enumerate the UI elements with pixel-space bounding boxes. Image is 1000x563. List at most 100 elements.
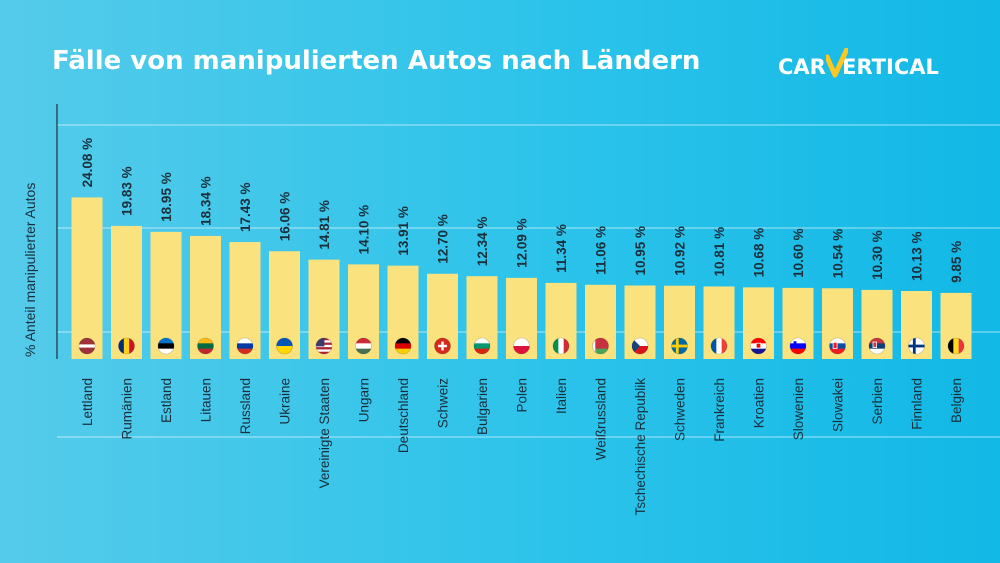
logo-wordmark: CARVERTICAL xyxy=(778,55,939,79)
lt-flag-icon xyxy=(197,338,214,354)
value-label: 10.92 % xyxy=(673,226,688,276)
category-label: Russland xyxy=(238,378,253,434)
category-label: Deutschland xyxy=(396,378,411,453)
logo-text-right: ERTICAL xyxy=(842,55,939,79)
value-label: 12.09 % xyxy=(515,218,530,268)
bar xyxy=(71,197,103,359)
flag-outline xyxy=(947,337,965,355)
lv-flag-icon xyxy=(79,338,95,354)
flag-outline xyxy=(473,337,491,355)
us-flag-icon xyxy=(316,338,332,354)
category-label: Polen xyxy=(515,378,530,413)
value-label: 10.95 % xyxy=(633,226,648,276)
flag-outline xyxy=(394,337,412,355)
value-label: 18.95 % xyxy=(159,172,174,222)
value-label: 10.81 % xyxy=(712,227,727,277)
value-label: 10.13 % xyxy=(910,231,925,281)
logo-checkmark-icon xyxy=(826,48,848,78)
category-label: Ungarn xyxy=(357,378,372,422)
flag-outline xyxy=(315,337,333,355)
category-label: Schweden xyxy=(673,378,688,441)
value-label: 11.34 % xyxy=(554,224,569,273)
category-label: Vereinigte Staaten xyxy=(317,378,332,488)
bar xyxy=(150,231,182,359)
bar xyxy=(111,225,142,359)
by-flag-icon xyxy=(592,338,609,354)
category-label: Belgien xyxy=(949,378,964,423)
ch-flag-icon xyxy=(434,338,451,354)
si-flag-icon xyxy=(790,338,806,354)
category-label: Kroatien xyxy=(752,378,767,428)
flag-outline xyxy=(118,337,135,355)
flag-outline xyxy=(236,337,254,355)
category-label: Estland xyxy=(159,378,174,423)
ee-flag-icon xyxy=(158,338,174,354)
flag-outline xyxy=(908,337,925,355)
value-label: 14.81 % xyxy=(317,200,332,250)
ro-flag-icon xyxy=(118,338,135,354)
value-label: 10.54 % xyxy=(831,229,846,279)
value-label: 9.85 % xyxy=(949,241,964,283)
de-flag-icon xyxy=(395,338,411,354)
flag-outline xyxy=(789,337,807,355)
logo-text-left: CAR xyxy=(778,55,826,79)
category-label: Frankreich xyxy=(712,378,727,442)
flag-outline xyxy=(552,337,570,355)
flag-outline xyxy=(868,337,886,355)
ru-flag-icon xyxy=(237,338,253,354)
fr-flag-icon xyxy=(711,338,727,354)
sk-flag-icon xyxy=(829,338,846,354)
category-label: Schweiz xyxy=(436,378,451,429)
category-label: Slowakei xyxy=(831,378,846,432)
value-label: 18.34 % xyxy=(199,176,214,226)
value-label: 10.68 % xyxy=(752,228,767,278)
bg-flag-icon xyxy=(474,338,490,354)
category-label: Rumänien xyxy=(120,378,135,440)
category-label: Italien xyxy=(554,378,569,414)
value-label: 19.83 % xyxy=(120,166,135,216)
category-label: Serbien xyxy=(870,378,885,425)
value-label: 12.34 % xyxy=(475,217,490,267)
chart-title: Fälle von manipulierten Autos nach Lände… xyxy=(52,46,701,76)
rs-flag-icon xyxy=(869,338,885,354)
flag-outline xyxy=(434,337,451,355)
value-label: 17.43 % xyxy=(238,182,253,232)
flag-outline xyxy=(671,337,688,355)
value-label: 14.10 % xyxy=(357,205,372,255)
flag-outline xyxy=(276,337,293,355)
flag-outline xyxy=(750,337,767,355)
category-label: Weißrussland xyxy=(594,378,609,460)
flag-outline xyxy=(710,337,728,355)
category-label: Ukraine xyxy=(278,378,293,425)
value-label: 16.06 % xyxy=(278,192,293,242)
value-label: 11.06 % xyxy=(594,226,609,275)
flag-outline xyxy=(197,337,214,355)
category-label: Tschechische Republik xyxy=(633,378,648,516)
category-label: Finnland xyxy=(910,378,925,430)
cz-flag-icon xyxy=(632,338,648,354)
flag-outline xyxy=(355,337,372,355)
flag-outline xyxy=(513,337,530,355)
be-flag-icon xyxy=(948,338,964,354)
value-label: 13.91 % xyxy=(396,206,411,256)
value-label: 10.60 % xyxy=(791,228,806,278)
category-label: Lettland xyxy=(80,378,95,426)
ua-flag-icon xyxy=(276,338,293,354)
value-label: 12.70 % xyxy=(436,214,451,264)
category-label: Slowenien xyxy=(791,378,806,440)
hu-flag-icon xyxy=(355,338,372,354)
hr-flag-icon xyxy=(750,338,767,354)
flag-outline xyxy=(78,337,96,355)
category-label: Litauen xyxy=(199,378,214,422)
it-flag-icon xyxy=(553,338,569,354)
pl-flag-icon xyxy=(513,338,530,354)
value-label: 24.08 % xyxy=(80,138,95,188)
se-flag-icon xyxy=(671,338,688,354)
flag-outline xyxy=(592,337,609,355)
category-label: Bulgarien xyxy=(475,378,490,435)
carvertical-logo: CARVERTICAL xyxy=(778,48,939,82)
flag-outline xyxy=(631,337,649,355)
fi-flag-icon xyxy=(908,338,925,354)
value-label: 10.30 % xyxy=(870,230,885,280)
